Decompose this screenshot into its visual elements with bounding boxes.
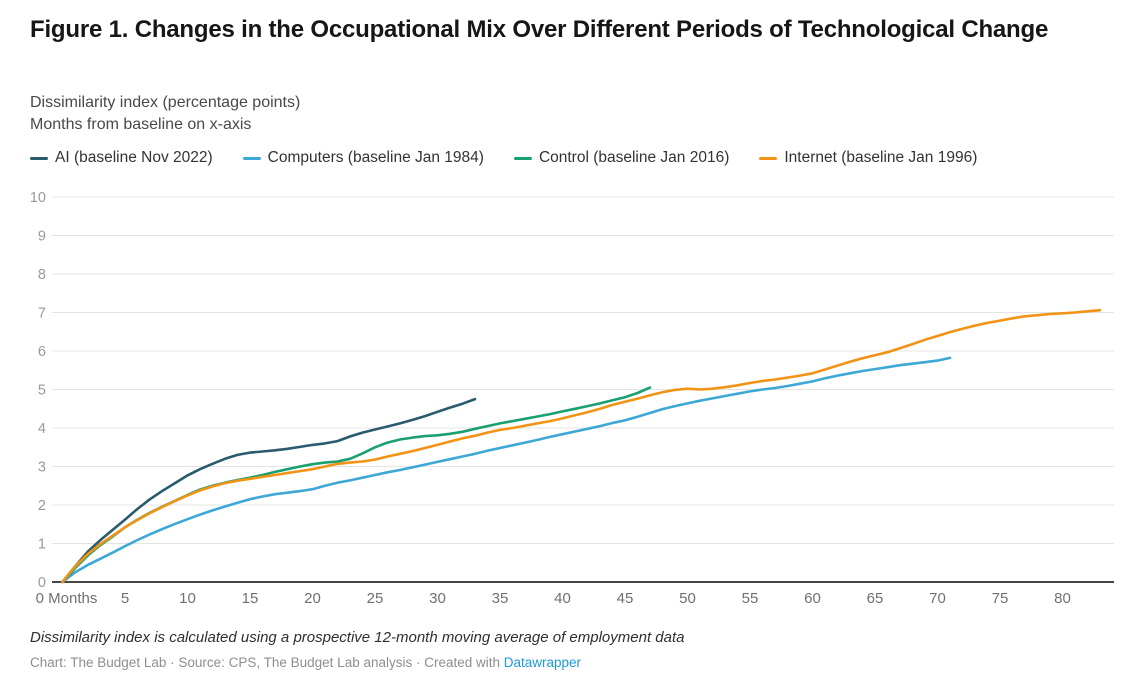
x-tick-label: 20 xyxy=(304,590,321,607)
x-tick-label: 55 xyxy=(742,590,759,607)
y-tick-label: 9 xyxy=(38,229,46,245)
line-chart: 0 1 2 3 4 5 6 7 8 9 10 0 Months 5 10 15 20 25 30 35 40 45 50 5… xyxy=(0,186,1140,618)
x-tick-label: 50 xyxy=(679,590,696,607)
y-tick-label: 5 xyxy=(38,383,46,399)
description-line-2: Months from baseline on x-axis xyxy=(30,116,252,133)
x-tick-label: 0 Months xyxy=(36,590,98,607)
chart-note: Dissimilarity index is calculated using … xyxy=(30,629,685,646)
y-tick-label: 3 xyxy=(38,460,46,476)
legend-label-ai: AI (baseline Nov 2022) xyxy=(55,149,213,166)
y-tick-label: 2 xyxy=(38,498,46,514)
y-tick-label: 7 xyxy=(38,306,46,322)
chart-legend: AI (baseline Nov 2022) Computers (baseli… xyxy=(30,149,1120,167)
y-tick-label: 6 xyxy=(38,344,46,360)
series-line-internet xyxy=(61,308,1102,584)
x-tick-label: 80 xyxy=(1054,590,1071,607)
y-tick-label: 0 xyxy=(38,575,46,591)
y-tick-label: 4 xyxy=(38,421,46,437)
legend-item-ai: AI (baseline Nov 2022) xyxy=(30,149,213,167)
x-tick-label: 70 xyxy=(929,590,946,607)
series-line-control xyxy=(61,386,652,584)
x-tick-label: 25 xyxy=(367,590,384,607)
byline-text: Chart: The Budget Lab · Source: CPS, The… xyxy=(30,655,504,670)
legend-item-control: Control (baseline Jan 2016) xyxy=(513,149,730,167)
x-tick-label: 35 xyxy=(492,590,509,607)
y-tick-label: 10 xyxy=(30,190,46,206)
series-line-ai xyxy=(61,397,477,584)
legend-label-control: Control (baseline Jan 2016) xyxy=(538,149,730,166)
y-tick-label: 8 xyxy=(38,267,46,283)
chart-title: Figure 1. Changes in the Occupational Mi… xyxy=(30,16,1049,43)
x-tick-label: 45 xyxy=(617,590,634,607)
legend-swatch-internet xyxy=(759,156,778,160)
legend-swatch-control xyxy=(513,156,532,160)
y-tick-label: 1 xyxy=(38,537,46,553)
datawrapper-link[interactable]: Datawrapper xyxy=(503,655,582,670)
x-tick-label: 60 xyxy=(804,590,821,607)
x-tick-label: 30 xyxy=(429,590,446,607)
x-tick-label: 15 xyxy=(242,590,259,607)
legend-swatch-computers xyxy=(242,156,261,160)
legend-label-computers: Computers (baseline Jan 1984) xyxy=(267,149,484,166)
description-line-1: Dissimilarity index (percentage points) xyxy=(30,94,301,111)
legend-item-internet: Internet (baseline Jan 1996) xyxy=(759,149,977,167)
chart-byline: Chart: The Budget Lab · Source: CPS, The… xyxy=(30,655,1110,670)
legend-label-internet: Internet (baseline Jan 1996) xyxy=(784,149,978,166)
x-tick-label: 75 xyxy=(992,590,1009,607)
x-tick-label: 65 xyxy=(867,590,884,607)
series-line-computers xyxy=(61,356,952,584)
legend-item-computers: Computers (baseline Jan 1984) xyxy=(242,149,484,167)
x-tick-label: 10 xyxy=(179,590,196,607)
legend-swatch-ai xyxy=(30,156,48,160)
chart-description: Dissimilarity index (percentage points) … xyxy=(30,92,930,136)
x-tick-label: 5 xyxy=(121,590,129,607)
x-tick-label: 40 xyxy=(554,590,571,607)
